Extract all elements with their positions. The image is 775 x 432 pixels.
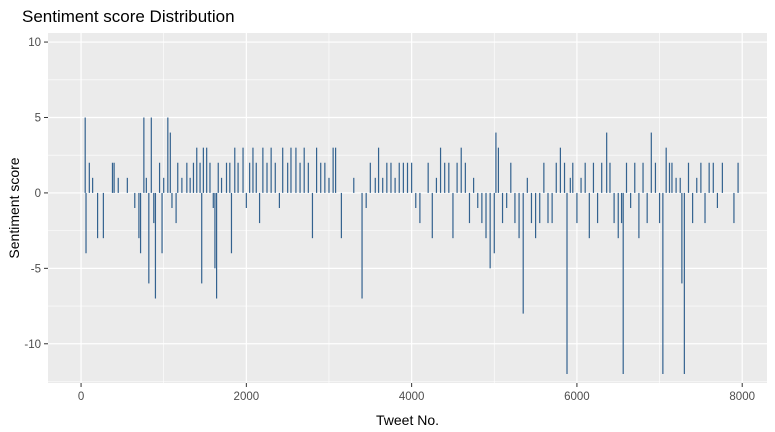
y-axis: -10 -5 0 5 10 <box>24 37 48 351</box>
x-tick-label: 0 <box>78 391 84 403</box>
x-axis: 0 2000 4000 6000 8000 <box>78 383 755 403</box>
bar-series <box>84 117 739 374</box>
y-axis-title: Sentiment score <box>6 157 22 258</box>
x-axis-title: Tweet No. <box>376 412 439 428</box>
y-tick-label: -10 <box>24 339 41 351</box>
x-tick-label: 6000 <box>564 391 590 403</box>
y-tick-label: 0 <box>35 188 41 200</box>
chart-title: Sentiment score Distribution <box>22 7 235 26</box>
x-tick-label: 8000 <box>729 391 755 403</box>
y-tick-label: -5 <box>31 263 41 275</box>
y-tick-label: 5 <box>35 112 41 124</box>
y-tick-label: 10 <box>28 37 41 49</box>
x-tick-label: 4000 <box>399 391 425 403</box>
x-tick-label: 2000 <box>234 391 260 403</box>
